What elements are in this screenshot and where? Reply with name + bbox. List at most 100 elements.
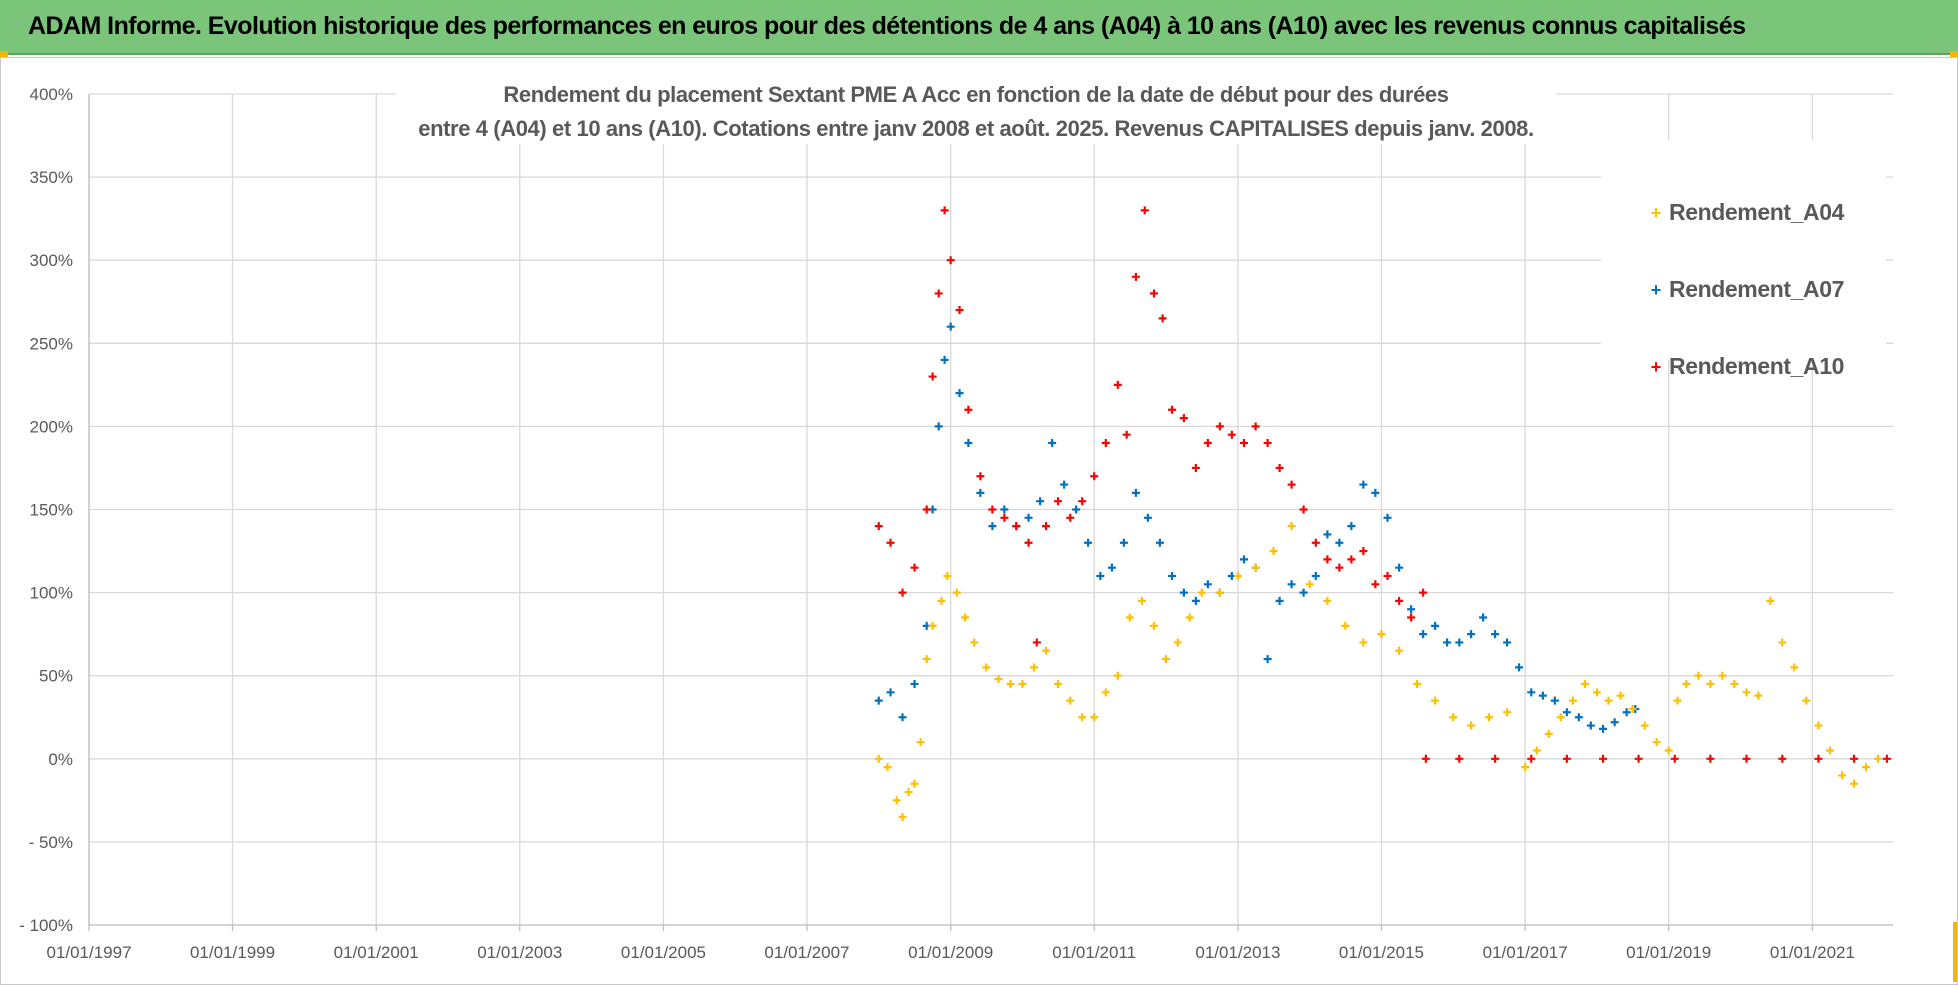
data-point <box>1185 613 1194 622</box>
data-point <box>1574 713 1583 722</box>
data-point <box>1449 713 1458 722</box>
data-point <box>1323 530 1332 539</box>
data-point <box>1251 563 1260 572</box>
data-point <box>1107 563 1116 572</box>
data-point <box>1532 746 1541 755</box>
data-point <box>1550 696 1559 705</box>
data-point <box>1090 713 1099 722</box>
data-point <box>1101 439 1110 448</box>
data-point <box>1503 708 1512 717</box>
data-point <box>1054 680 1063 689</box>
data-point <box>1383 513 1392 522</box>
data-point <box>1036 497 1045 506</box>
data-point <box>1592 688 1601 697</box>
data-point <box>1149 289 1158 298</box>
data-point <box>916 738 925 747</box>
title-background <box>396 72 1556 144</box>
data-point <box>1287 580 1296 589</box>
data-point <box>1874 754 1883 763</box>
y-tick-label: 100% <box>30 584 73 603</box>
data-point <box>1730 680 1739 689</box>
data-point <box>1850 779 1859 788</box>
data-point <box>1527 754 1536 763</box>
data-point <box>1599 754 1608 763</box>
data-point <box>1419 630 1428 639</box>
data-point <box>1407 605 1416 614</box>
data-point <box>1323 596 1332 605</box>
data-point <box>1395 596 1404 605</box>
x-tick-label: 01/01/2005 <box>621 943 706 962</box>
data-point <box>1137 596 1146 605</box>
x-tick-label: 01/01/1999 <box>190 943 275 962</box>
data-point <box>1503 638 1512 647</box>
data-point <box>1173 638 1182 647</box>
data-point <box>1882 754 1891 763</box>
data-point <box>976 472 985 481</box>
data-point <box>904 788 913 797</box>
chart-title-line1: Rendement du placement Sextant PME A Acc… <box>503 82 1448 107</box>
data-point <box>898 812 907 821</box>
x-tick-label: 01/01/2021 <box>1770 943 1855 962</box>
data-point <box>1610 718 1619 727</box>
data-point <box>1814 754 1823 763</box>
data-point <box>1018 680 1027 689</box>
data-point <box>1263 655 1272 664</box>
data-point <box>886 538 895 547</box>
data-point <box>1431 696 1440 705</box>
x-tick-label: 01/01/2007 <box>764 943 849 962</box>
x-tick-label: 01/01/2003 <box>477 943 562 962</box>
data-point <box>1742 688 1751 697</box>
data-point <box>883 763 892 772</box>
data-point <box>1814 721 1823 730</box>
data-point <box>1299 505 1308 514</box>
data-point <box>1311 571 1320 580</box>
legend-label-a04: Rendement_A04 <box>1669 199 1845 225</box>
data-point <box>1078 497 1087 506</box>
data-point <box>1544 729 1553 738</box>
data-point <box>1311 538 1320 547</box>
data-point <box>1179 414 1188 423</box>
data-point <box>1227 430 1236 439</box>
data-point <box>1766 596 1775 605</box>
data-point <box>1090 472 1099 481</box>
data-point <box>1113 380 1122 389</box>
data-point <box>1131 272 1140 281</box>
x-tick-label: 01/01/2001 <box>334 943 419 962</box>
x-tick-label: 01/01/1997 <box>46 943 131 962</box>
x-tick-label: 01/01/2017 <box>1483 943 1568 962</box>
data-point <box>940 206 949 215</box>
data-point <box>1161 655 1170 664</box>
data-point <box>1484 713 1493 722</box>
data-point <box>1030 663 1039 672</box>
axis-layer: - 100% - 50% 0% 50% 100% 150% 200% 250% 300% 350%… <box>19 85 1893 962</box>
banner-title: ADAM Informe. Evolution historique des p… <box>28 12 1746 40</box>
data-point <box>1158 314 1167 323</box>
y-tick-label: 0% <box>48 750 73 769</box>
data-point <box>1568 696 1577 705</box>
data-point <box>1826 746 1835 755</box>
data-point <box>1790 663 1799 672</box>
data-point <box>1024 513 1033 522</box>
data-point <box>928 621 937 630</box>
data-point <box>1371 488 1380 497</box>
data-point <box>1140 206 1149 215</box>
data-point <box>946 256 955 265</box>
data-point <box>922 655 931 664</box>
data-point <box>1850 754 1859 763</box>
data-point <box>1628 704 1637 713</box>
data-point <box>1586 721 1595 730</box>
data-point <box>1305 580 1314 589</box>
data-point <box>970 638 979 647</box>
data-point <box>910 563 919 572</box>
data-point <box>1527 688 1536 697</box>
data-point <box>1413 680 1422 689</box>
data-point <box>1467 721 1476 730</box>
data-point <box>1084 538 1093 547</box>
data-point <box>1754 691 1763 700</box>
data-point <box>1395 563 1404 572</box>
data-point <box>1670 754 1679 763</box>
data-point <box>886 688 895 697</box>
data-point <box>1664 746 1673 755</box>
data-point <box>1479 613 1488 622</box>
y-tick-label: - 50% <box>29 833 73 852</box>
